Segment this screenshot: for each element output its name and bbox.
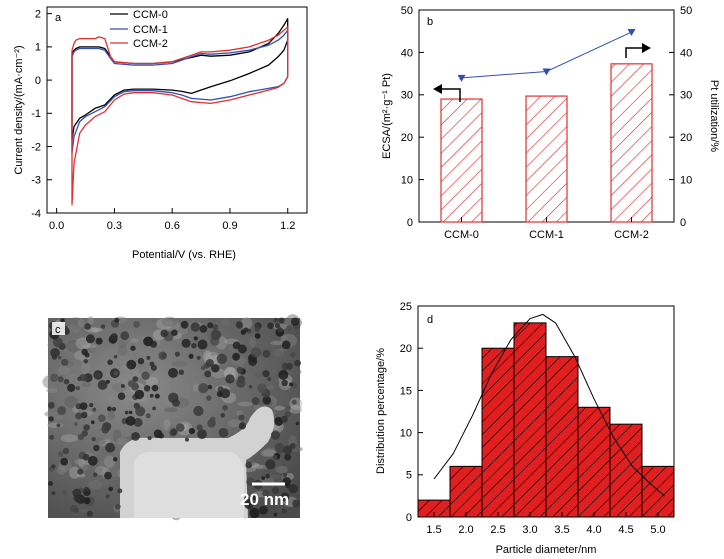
utilization-point	[627, 29, 636, 37]
ecsa-bar-ccm-2	[610, 63, 653, 223]
cv-curve-ccm-2	[71, 26, 289, 206]
y-tick-label: 15	[400, 385, 412, 397]
panel-a-label: a	[55, 12, 62, 24]
panel-b-bars	[440, 63, 653, 223]
legend-label-ccm2: CCM-2	[133, 38, 168, 50]
y-tick-label: -4	[31, 208, 41, 220]
y-tick-label: -3	[31, 175, 41, 187]
panel-d-x-ticks: 1.5 2.0 2.5 3.0 3.5 4.0 4.5 5.0	[426, 512, 666, 536]
panel-c-label: c	[55, 324, 61, 336]
y-tick-label: -1	[31, 108, 41, 120]
x-tick-label: 4.0	[586, 524, 601, 536]
y2-tick-label: 0	[680, 217, 686, 229]
y-tick-label: 2	[35, 8, 41, 20]
histogram-bar	[577, 406, 611, 518]
y2-tick-label: 40	[680, 47, 692, 59]
cv-curve-ccm-0	[71, 17, 289, 141]
y2-tick-label: 50	[680, 5, 692, 17]
tem-bright-inner	[134, 451, 244, 518]
y-tick-label: 1	[35, 42, 41, 54]
y-tick-label: 20	[400, 343, 412, 355]
y-tick-label: 25	[400, 301, 412, 313]
utilization-point	[542, 68, 551, 76]
x-tick-label: 0.6	[165, 220, 180, 232]
x-tick-label: CCM-2	[614, 229, 649, 241]
histogram-bar	[449, 465, 483, 518]
panel-a-y-ticks: -4 -3 -2 -1 0 1 2	[31, 8, 52, 220]
x-tick-label: 2.5	[490, 524, 505, 536]
panel-a: -4 -3 -2 -1 0 1 2 0.0 0.3 0.6 0.9 1.2 a CCM-0 CCM-…	[13, 6, 308, 261]
histogram-bar	[513, 322, 547, 518]
legend-label-ccm1: CCM-1	[133, 24, 168, 36]
gaussian-fit	[433, 313, 665, 497]
y2-tick-label: 10	[680, 174, 692, 186]
panel-d-x-axis-label: Particle diameter/nm	[496, 544, 597, 556]
y2-tick-label: 30	[680, 90, 692, 102]
legend-label-ccm0: CCM-0	[133, 9, 168, 21]
panel-b-y2-axis-label: Pt utilization/%	[708, 80, 720, 152]
ecsa-bar-ccm-0	[440, 98, 483, 223]
panel-a-x-ticks: 0.0 0.3 0.6 0.9 1.2	[49, 208, 295, 232]
panel-c: c 20 nm	[42, 314, 303, 521]
panel-d-y-axis-label: Distribution percentage/%	[375, 348, 387, 474]
panel-d-histogram-bars	[417, 322, 675, 518]
panel-b-utilization-line	[457, 29, 636, 82]
panel-a-legend: CCM-0 CCM-1 CCM-2	[110, 9, 168, 50]
panel-b-left-ticks: 0 10 20 30 40 50	[401, 5, 424, 229]
panel-b-y-axis-label: ECSA/(m²·g⁻¹ Pt)	[381, 73, 393, 159]
x-tick-label: 1.5	[426, 524, 441, 536]
x-tick-label: 4.5	[618, 524, 633, 536]
histogram-bar	[545, 356, 579, 518]
x-tick-label: 3.0	[522, 524, 537, 536]
y2-tick-label: 20	[680, 132, 692, 144]
utilization-point	[457, 74, 466, 82]
panel-a-x-axis-label: Potential/V (vs. RHE)	[132, 249, 236, 261]
x-tick-label: CCM-0	[444, 229, 479, 241]
panel-a-curves	[71, 17, 289, 206]
cv-curve-ccm-1	[71, 29, 289, 154]
x-tick-label: 0.0	[49, 220, 64, 232]
panel-a-y-axis-label: Current density/(mA·cm⁻²)	[13, 45, 25, 174]
histogram-bar	[481, 347, 515, 518]
x-tick-label: 0.3	[107, 220, 122, 232]
y-tick-label: 30	[401, 90, 413, 102]
panel-d: 0 5 10 15 20 25 1.5 2.0 2.5 3.0 3.5 4.0 4.5 5.0 d Pa…	[375, 301, 675, 556]
panel-b-arrow-right	[625, 43, 651, 58]
x-tick-label: 5.0	[650, 524, 665, 536]
x-tick-label: 3.5	[554, 524, 569, 536]
panel-d-y-ticks: 0 5 10 15 20 25	[400, 301, 423, 524]
x-tick-label: 0.9	[222, 220, 237, 232]
y-tick-label: 10	[401, 174, 413, 186]
panel-b-x-ticks: CCM-0 CCM-1 CCM-2	[444, 217, 649, 241]
x-tick-label: CCM-1	[529, 229, 564, 241]
y-tick-label: 10	[400, 427, 412, 439]
y-tick-label: 0	[35, 75, 41, 87]
panel-d-fit-curve	[433, 313, 665, 497]
y-tick-label: -2	[31, 141, 41, 153]
y-tick-label: 5	[406, 470, 412, 482]
scale-bar-label: 20 nm	[240, 490, 289, 509]
y-tick-label: 20	[401, 132, 413, 144]
panel-a-frame	[46, 6, 308, 214]
panel-b-arrow-left	[433, 84, 461, 102]
panel-b-right-ticks: 0 10 20 30 40 50	[669, 5, 692, 229]
y-tick-label: 50	[401, 5, 413, 17]
panel-d-label: d	[427, 314, 433, 326]
x-tick-label: 2.0	[458, 524, 473, 536]
y-tick-label: 0	[407, 217, 413, 229]
histogram-bar	[641, 465, 675, 518]
panel-b-label: b	[427, 16, 433, 28]
y-tick-label: 0	[406, 512, 412, 524]
y-tick-label: 40	[401, 47, 413, 59]
x-tick-label: 1.2	[280, 220, 295, 232]
panel-c-label-box	[52, 322, 65, 335]
ecsa-bar-ccm-1	[525, 95, 568, 223]
